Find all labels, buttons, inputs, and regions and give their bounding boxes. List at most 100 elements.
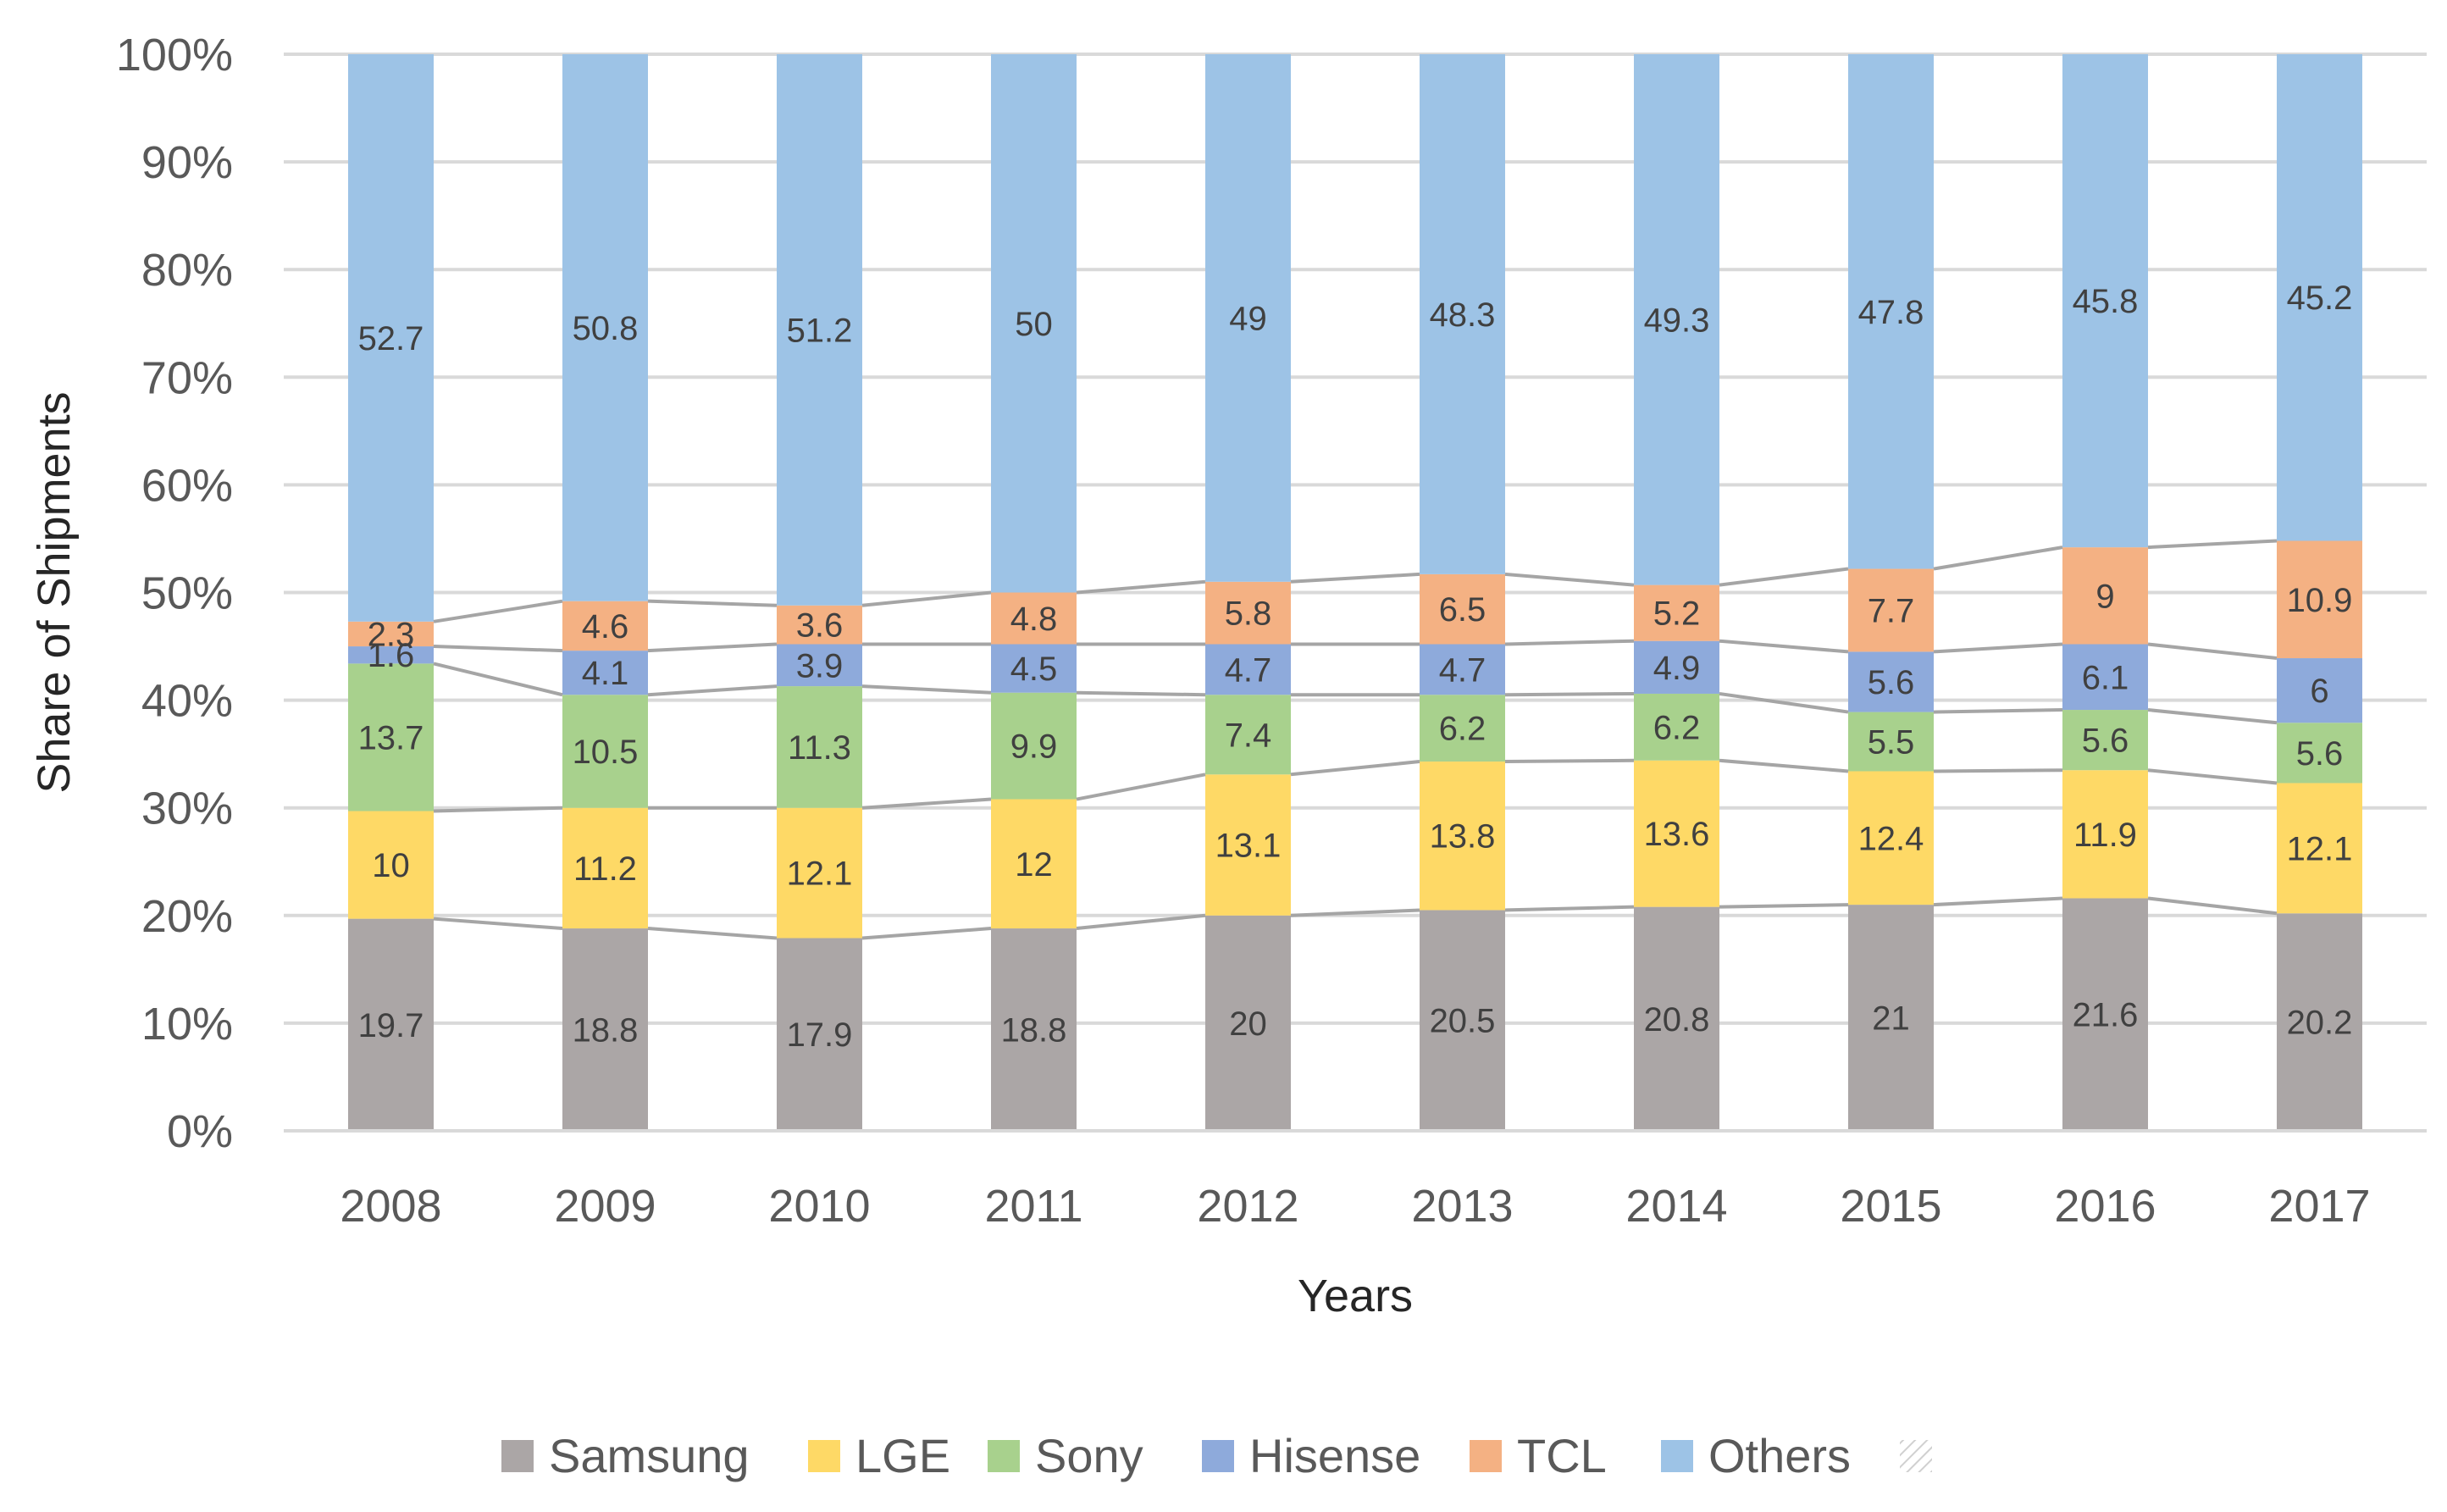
data-label-others-2009: 50.8 <box>573 310 639 347</box>
bar-segment-sony-2008 <box>348 663 434 811</box>
data-label-sony-2013: 6.2 <box>1439 711 1486 748</box>
data-label-samsung-2008: 19.7 <box>358 1007 424 1044</box>
series-line-samsung <box>647 927 778 940</box>
x-tick-label: 2016 <box>2054 1181 2156 1232</box>
series-line-samsung <box>433 917 563 931</box>
data-label-hisense-2008: 1.6 <box>368 637 415 674</box>
bar-segment-samsung-2017 <box>2277 913 2362 1131</box>
data-label-samsung-2009: 18.8 <box>573 1012 639 1050</box>
series-line-samsung <box>861 927 992 940</box>
series-line-tcl <box>647 599 778 607</box>
series-lines <box>433 539 2278 940</box>
series-line-samsung <box>1076 913 1206 931</box>
bar-segment-lge-2010 <box>777 807 862 939</box>
bar-segment-lge-2015 <box>1848 771 1934 906</box>
bar-segment-lge-2012 <box>1205 774 1291 916</box>
series-line-tcl <box>433 599 563 623</box>
y-tick-label: 100% <box>116 30 233 80</box>
bar-segment-lge-2016 <box>2062 770 2148 899</box>
series-line-lge <box>1719 758 1849 773</box>
series-line-samsung <box>1933 896 2063 907</box>
hatched-swatch-icon <box>1900 1440 1932 1472</box>
legend-label-lge: LGE <box>855 1429 950 1482</box>
bar-segment-samsung-2009 <box>562 928 648 1131</box>
x-tick-label: 2013 <box>1411 1181 1513 1232</box>
data-label-hisense-2010: 3.9 <box>796 647 844 684</box>
series-line-tcl <box>861 590 992 607</box>
bar-segment-others-2010 <box>777 54 862 606</box>
bar-segment-hisense-2010 <box>777 644 862 687</box>
data-label-sony-2011: 9.9 <box>1010 728 1058 766</box>
legend-label-samsung: Samsung <box>549 1429 750 1482</box>
data-label-others-2016: 45.8 <box>2073 283 2139 320</box>
data-label-hisense-2015: 5.6 <box>1868 664 1915 701</box>
y-tick-label: 30% <box>141 784 233 834</box>
series-line-samsung <box>1504 905 1635 912</box>
data-label-tcl-2016: 9 <box>2095 578 2114 615</box>
legend-swatch-others <box>1661 1440 1693 1472</box>
legend-swatch-sony <box>988 1440 1020 1472</box>
series-line-lge <box>433 806 563 813</box>
bar-segment-others-2015 <box>1848 54 1934 569</box>
data-label-lge-2016: 11.9 <box>2073 817 2137 854</box>
bar-segment-lge-2008 <box>348 811 434 919</box>
y-axis-title: Share of Shipments <box>29 391 80 793</box>
bar-segment-samsung-2011 <box>991 928 1077 1131</box>
series-line-lge <box>1933 768 2063 773</box>
data-label-lge-2013: 13.8 <box>1430 818 1496 856</box>
y-tick-label: 10% <box>141 999 233 1050</box>
data-label-lge-2012: 13.1 <box>1215 828 1282 865</box>
bar-segment-others-2017 <box>2277 54 2362 541</box>
bar-segment-others-2012 <box>1205 54 1291 582</box>
data-label-hisense-2012: 4.7 <box>1225 651 1272 689</box>
data-label-others-2011: 50 <box>1015 306 1053 343</box>
bar-segment-lge-2009 <box>562 807 648 929</box>
bar-segment-tcl-2013 <box>1420 573 1505 645</box>
bar-segment-others-2009 <box>562 54 648 601</box>
bar-segment-samsung-2016 <box>2062 898 2148 1131</box>
series-line-samsung <box>1719 903 1849 909</box>
bar-segment-samsung-2012 <box>1205 915 1291 1131</box>
data-label-hisense-2009: 4.1 <box>582 655 629 692</box>
series-line-tcl <box>1504 572 1635 587</box>
bar-segment-hisense-2009 <box>562 651 648 695</box>
series-line-hisense <box>2147 642 2278 661</box>
y-tick-label: 20% <box>141 891 233 942</box>
data-label-tcl-2012: 5.8 <box>1225 595 1272 633</box>
x-tick-label: 2011 <box>984 1181 1082 1232</box>
bar-segment-hisense-2008 <box>348 646 434 664</box>
bar-segment-sony-2011 <box>991 692 1077 800</box>
x-tick-label: 2015 <box>1840 1181 1941 1232</box>
data-label-others-2013: 48.3 <box>1430 296 1496 334</box>
bar-segment-lge-2014 <box>1634 760 1719 907</box>
data-labels: 19.7 10 13.7 1.62.3 52.7 18.8 11.2 10.5 4.1 4.6 50… <box>358 280 2353 1054</box>
data-label-sony-2016: 5.6 <box>2082 723 2129 760</box>
legend-swatch-hisense <box>1202 1440 1234 1472</box>
legend-swatch-lge <box>808 1440 840 1472</box>
bar-segment-sony-2015 <box>1848 712 1934 772</box>
series-line-samsung <box>1290 908 1420 917</box>
bar-segment-lge-2011 <box>991 799 1077 929</box>
bar-segment-samsung-2014 <box>1634 906 1719 1131</box>
data-label-hisense-2014: 4.9 <box>1653 650 1701 687</box>
bar-segment-sony-2017 <box>2277 723 2362 784</box>
bar-segment-samsung-2010 <box>777 938 862 1131</box>
y-tick-label: 60% <box>141 460 233 511</box>
data-label-tcl-2013: 6.5 <box>1439 591 1486 629</box>
series-line-hisense <box>1719 639 1849 654</box>
bar-segment-hisense-2016 <box>2062 644 2148 711</box>
data-label-sony-2015: 5.5 <box>1868 724 1915 762</box>
y-tick-label: 70% <box>141 352 233 403</box>
axes: 0% 10% 20% 30% 40% 50% 60% 70% 80% 90% 100% 2008 200… <box>29 30 2427 1321</box>
bar-segment-sony-2010 <box>777 686 862 808</box>
x-tick-label: 2012 <box>1197 1181 1298 1232</box>
bar-segment-hisense-2012 <box>1205 644 1291 695</box>
bar-segment-tcl-2017 <box>2277 540 2362 659</box>
series-line-lge <box>2147 768 2278 785</box>
data-label-lge-2010: 12.1 <box>787 856 853 893</box>
data-label-tcl-2010: 3.6 <box>796 607 844 645</box>
data-label-lge-2011: 12 <box>1015 846 1053 883</box>
data-label-samsung-2011: 18.8 <box>1001 1012 1067 1050</box>
data-label-tcl-2017: 10.9 <box>2287 582 2353 619</box>
